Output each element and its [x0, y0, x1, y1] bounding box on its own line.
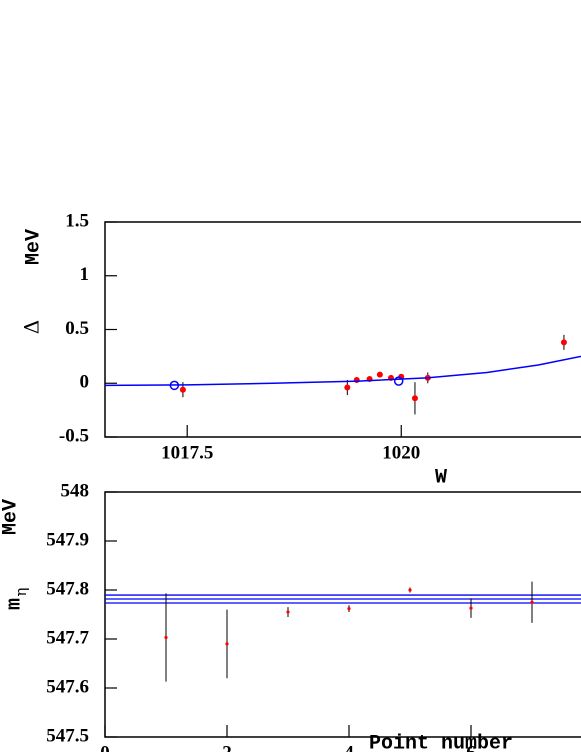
y-tick-label: 548: [61, 480, 90, 501]
x-tick-label: 2: [222, 742, 232, 752]
y-tick-label: 1: [80, 264, 90, 285]
data-point: [344, 384, 351, 391]
data-point: [376, 371, 383, 378]
data-point: [408, 588, 412, 592]
data-point: [469, 606, 473, 610]
y-tick-label: 547.7: [46, 627, 89, 648]
plot-frame: [104, 491, 581, 738]
data-point: [347, 607, 351, 611]
y-axis-unit: MeV: [22, 229, 45, 265]
data-point: [353, 377, 360, 384]
y-tick-label: 0.5: [65, 318, 89, 339]
data-point: [286, 610, 290, 614]
fit-curve: [104, 355, 581, 387]
y-axis-symbol-sub: η: [12, 588, 30, 597]
plot-frame: [104, 221, 581, 438]
x-tick-label: 4: [344, 742, 354, 752]
data-point: [530, 600, 534, 604]
data-point: [411, 395, 418, 402]
data-point: [225, 642, 229, 646]
x-tick-label: 1017.5: [161, 442, 213, 463]
data-point: [164, 635, 168, 640]
x-axis-label: Point number: [369, 732, 513, 752]
data-point: [393, 376, 404, 386]
data-point: [179, 386, 186, 393]
y-tick-label: 547.5: [46, 725, 89, 746]
y-tick-label: 547.8: [46, 578, 89, 599]
x-axis-label: W: [435, 466, 447, 489]
y-tick-label: 0: [80, 372, 90, 393]
x-tick-label: 1020: [382, 442, 420, 463]
y-tick-label: 1.5: [65, 210, 89, 231]
x-tick-label: 0: [100, 742, 110, 752]
y-tick-label: 547.6: [46, 676, 89, 697]
data-point: [560, 339, 567, 346]
y-axis-symbol: m: [3, 598, 26, 610]
x-tick-label: 6: [466, 742, 476, 752]
y-axis-symbol: Δ: [20, 320, 44, 334]
y-tick-label: -0.5: [59, 425, 89, 446]
y-tick-label: 547.9: [46, 529, 89, 550]
y-axis-unit: MeV: [0, 499, 22, 535]
